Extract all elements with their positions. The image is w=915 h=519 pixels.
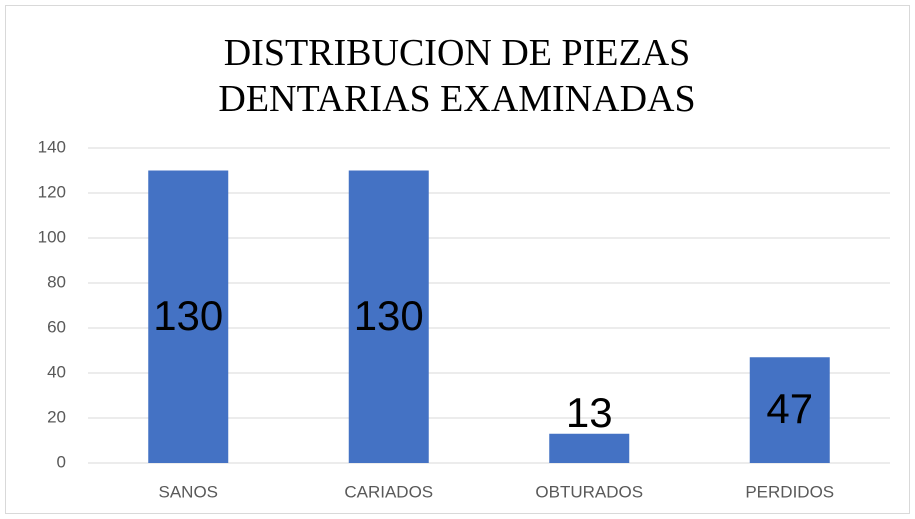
x-tick-label: CARIADOS bbox=[344, 482, 433, 501]
data-label: 130 bbox=[153, 292, 223, 339]
y-tick-label: 100 bbox=[38, 227, 66, 246]
y-tick-label: 60 bbox=[47, 317, 66, 336]
data-label: 13 bbox=[566, 389, 613, 436]
x-tick-label: SANOS bbox=[158, 482, 218, 501]
bar bbox=[148, 170, 229, 463]
y-tick-label: 140 bbox=[38, 137, 66, 156]
data-label: 47 bbox=[766, 385, 813, 432]
x-tick-label: OBTURADOS bbox=[535, 482, 643, 501]
bar bbox=[549, 433, 630, 463]
y-tick-label: 0 bbox=[57, 452, 66, 471]
y-tick-label: 40 bbox=[47, 362, 66, 381]
bar bbox=[749, 357, 830, 463]
y-tick-label: 80 bbox=[47, 272, 66, 291]
y-tick-label: 20 bbox=[47, 407, 66, 426]
y-tick-label: 120 bbox=[38, 182, 66, 201]
data-label: 130 bbox=[354, 292, 424, 339]
bar bbox=[348, 170, 429, 463]
chart-title: DISTRIBUCION DE PIEZAS DENTARIAS EXAMINA… bbox=[218, 32, 696, 120]
x-tick-label: PERDIDOS bbox=[745, 482, 834, 501]
